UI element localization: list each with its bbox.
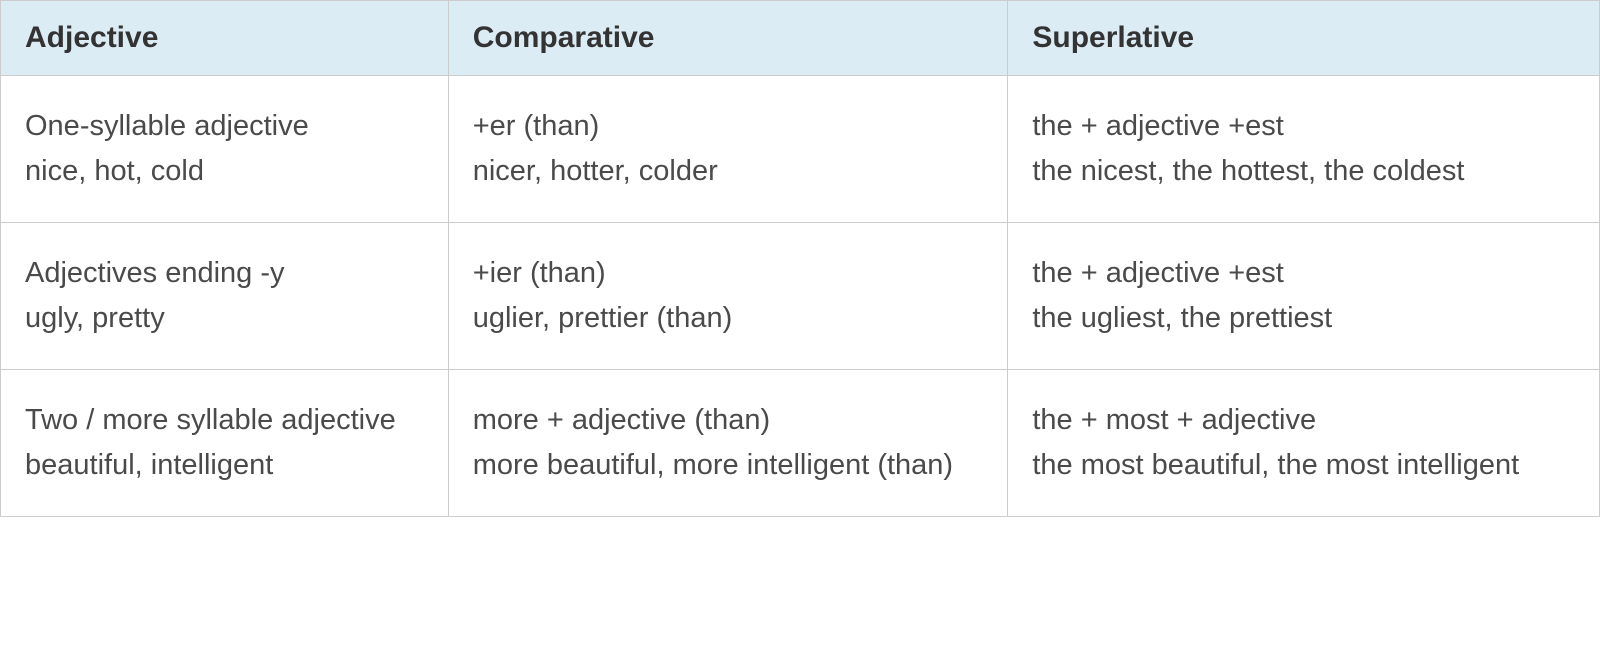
cell-adjective: Adjectives ending -y ugly, pretty [1,222,449,369]
cell-comparative: more + adjective (than) more beautiful, … [448,369,1008,516]
table-row: One-syllable adjective nice, hot, cold +… [1,76,1600,223]
cell-comparative: +er (than) nicer, hotter, colder [448,76,1008,223]
cell-adjective: Two / more syllable adjective beautiful,… [1,369,449,516]
cell-superlative: the + most + adjective the most beautifu… [1008,369,1600,516]
column-header-adjective: Adjective [1,1,449,76]
cell-comparative: +ier (than) uglier, prettier (than) [448,222,1008,369]
table-row: Adjectives ending -y ugly, pretty +ier (… [1,222,1600,369]
column-header-comparative: Comparative [448,1,1008,76]
adjective-comparison-table: Adjective Comparative Superlative One-sy… [0,0,1600,517]
cell-superlative: the + adjective +est the nicest, the hot… [1008,76,1600,223]
column-header-superlative: Superlative [1008,1,1600,76]
table-header-row: Adjective Comparative Superlative [1,1,1600,76]
cell-superlative: the + adjective +est the ugliest, the pr… [1008,222,1600,369]
table-row: Two / more syllable adjective beautiful,… [1,369,1600,516]
cell-adjective: One-syllable adjective nice, hot, cold [1,76,449,223]
